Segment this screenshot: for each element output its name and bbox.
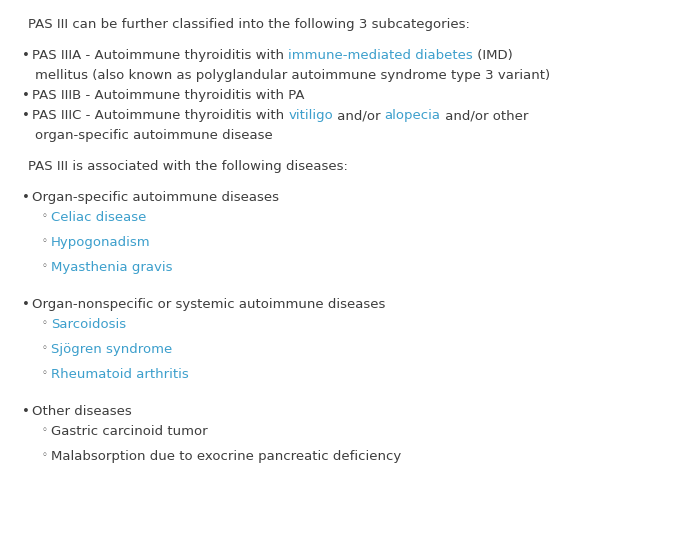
Text: Gastric carcinoid tumor: Gastric carcinoid tumor <box>51 425 207 438</box>
Text: •: • <box>22 298 30 311</box>
Text: PAS IIIB - Autoimmune thyroiditis with PA: PAS IIIB - Autoimmune thyroiditis with P… <box>32 89 304 102</box>
Text: Sjögren syndrome: Sjögren syndrome <box>51 343 172 356</box>
Text: alopecia: alopecia <box>385 109 441 122</box>
Text: ◦: ◦ <box>42 368 48 378</box>
Text: Myasthenia gravis: Myasthenia gravis <box>51 261 172 274</box>
Text: PAS IIIC - Autoimmune thyroiditis with: PAS IIIC - Autoimmune thyroiditis with <box>32 109 289 122</box>
Text: Organ-specific autoimmune diseases: Organ-specific autoimmune diseases <box>32 191 279 204</box>
Text: Sarcoidosis: Sarcoidosis <box>51 318 126 331</box>
Text: ◦: ◦ <box>42 211 48 221</box>
Text: immune-mediated diabetes: immune-mediated diabetes <box>288 49 473 62</box>
Text: (IMD): (IMD) <box>473 49 513 62</box>
Text: •: • <box>22 405 30 418</box>
Text: and/or other: and/or other <box>441 109 528 122</box>
Text: ◦: ◦ <box>42 236 48 246</box>
Text: •: • <box>22 191 30 204</box>
Text: Organ-nonspecific or systemic autoimmune diseases: Organ-nonspecific or systemic autoimmune… <box>32 298 385 311</box>
Text: PAS IIIA - Autoimmune thyroiditis with: PAS IIIA - Autoimmune thyroiditis with <box>32 49 288 62</box>
Text: •: • <box>22 49 30 62</box>
Text: ◦: ◦ <box>42 261 48 271</box>
Text: Celiac disease: Celiac disease <box>51 211 146 224</box>
Text: ◦: ◦ <box>42 343 48 353</box>
Text: Malabsorption due to exocrine pancreatic deficiency: Malabsorption due to exocrine pancreatic… <box>51 450 401 463</box>
Text: PAS III can be further classified into the following 3 subcategories:: PAS III can be further classified into t… <box>28 18 470 31</box>
Text: Hypogonadism: Hypogonadism <box>51 236 150 249</box>
Text: mellitus (also known as polyglandular autoimmune syndrome type 3 variant): mellitus (also known as polyglandular au… <box>35 69 550 82</box>
Text: •: • <box>22 109 30 122</box>
Text: •: • <box>22 89 30 102</box>
Text: organ-specific autoimmune disease: organ-specific autoimmune disease <box>35 129 273 142</box>
Text: ◦: ◦ <box>42 450 48 460</box>
Text: Other diseases: Other diseases <box>32 405 132 418</box>
Text: and/or: and/or <box>333 109 385 122</box>
Text: PAS III is associated with the following diseases:: PAS III is associated with the following… <box>28 160 348 173</box>
Text: ◦: ◦ <box>42 425 48 435</box>
Text: ◦: ◦ <box>42 318 48 328</box>
Text: Rheumatoid arthritis: Rheumatoid arthritis <box>51 368 189 381</box>
Text: vitiligo: vitiligo <box>289 109 333 122</box>
